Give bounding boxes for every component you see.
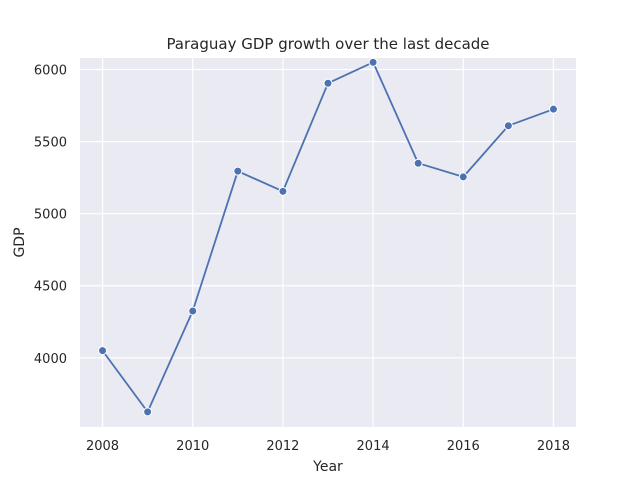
data-point-2012: [278, 186, 288, 196]
y-tick-label: 4500: [34, 280, 67, 295]
data-point-2011: [233, 166, 243, 176]
y-tick-label: 6000: [34, 64, 67, 79]
tick-labels: 2008 2010 2012 2014 2016 2018 4000 4500 5000 5500…: [34, 64, 570, 454]
y-tick-label: 4000: [34, 352, 67, 367]
y-axis-label: GDP: [12, 227, 28, 257]
data-point-2014: [368, 57, 378, 67]
data-point-2016: [458, 172, 468, 182]
data-point-2015: [413, 158, 423, 168]
data-point-2010: [188, 306, 198, 316]
x-tick-label: 2010: [176, 439, 209, 454]
x-tick-label: 2012: [266, 439, 299, 454]
data-point-2017: [503, 121, 513, 131]
data-point-2009: [143, 407, 153, 417]
x-tick-label: 2014: [357, 439, 390, 454]
x-tick-label: 2018: [537, 439, 570, 454]
y-tick-label: 5500: [34, 136, 67, 151]
data-point-2013: [323, 78, 333, 88]
data-point-2018: [548, 104, 558, 114]
x-tick-label: 2016: [447, 439, 480, 454]
x-tick-label: 2008: [86, 439, 119, 454]
plot-area: [80, 58, 576, 427]
data-point-2008: [98, 346, 108, 356]
x-axis-label: Year: [312, 459, 343, 475]
series-layer: [98, 57, 558, 417]
chart-title: Paraguay GDP growth over the last decade: [166, 35, 489, 53]
y-tick-label: 5000: [34, 208, 67, 223]
